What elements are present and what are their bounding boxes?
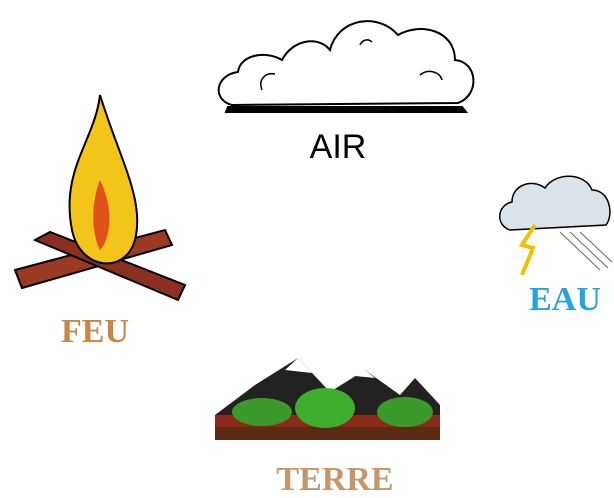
fire-label: FEU — [61, 313, 129, 350]
cloud-icon — [219, 21, 474, 112]
earth-label: TERRE — [276, 461, 393, 498]
storm-icon — [500, 176, 612, 275]
mountains-icon — [215, 358, 440, 440]
elements-picture: AIR FEU EAU TERRE — [0, 0, 614, 498]
water-label: EAU — [529, 281, 601, 318]
fire-icon — [15, 95, 185, 300]
air-label: AIR — [310, 128, 367, 166]
